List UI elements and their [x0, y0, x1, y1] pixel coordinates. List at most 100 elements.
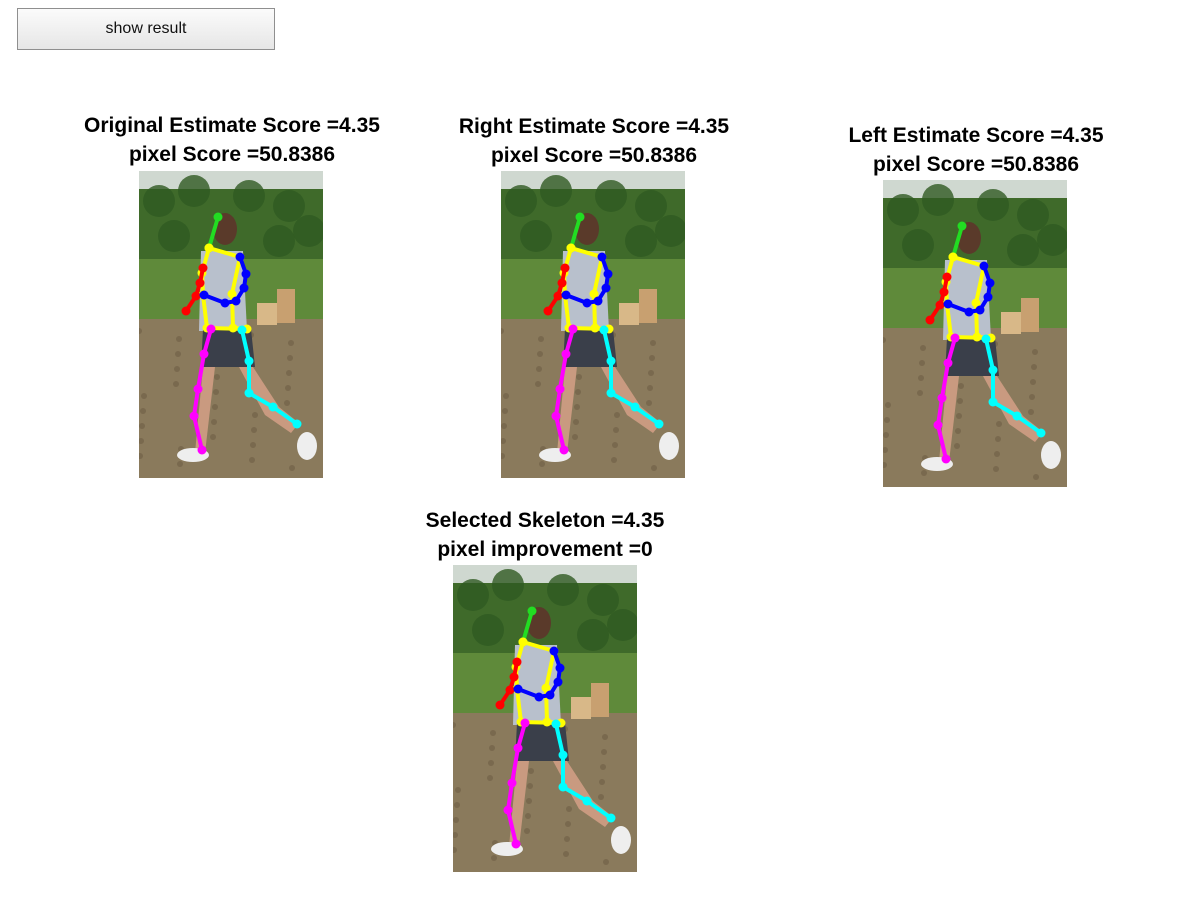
tree-blob [577, 619, 609, 651]
right-leg-joint [513, 743, 523, 753]
tree-blob [492, 569, 524, 601]
ground-speck [600, 764, 606, 770]
right-arm-joint [560, 263, 570, 273]
tree-blob [922, 184, 954, 216]
ground-speck [487, 775, 493, 781]
ground-speck [1031, 364, 1037, 370]
ground-speck [139, 328, 142, 334]
tree-blob [1007, 234, 1039, 266]
tree-blob [540, 175, 572, 207]
head-joint [213, 212, 223, 222]
ground-speck [921, 470, 927, 476]
ground-speck [173, 381, 179, 387]
ground-speck [563, 851, 569, 857]
ground-speck [996, 421, 1002, 427]
right-leg-joint [941, 454, 951, 464]
ground-speck [1032, 349, 1038, 355]
ground-speck [576, 374, 582, 380]
ground-speck [883, 432, 889, 438]
left-leg-joint [582, 796, 592, 806]
torso-joint [518, 637, 528, 647]
right-leg-joint [520, 718, 530, 728]
ground-speck [651, 465, 657, 471]
ground-speck [603, 859, 609, 865]
person-shoe [297, 432, 317, 460]
ground-speck [453, 722, 456, 728]
left-arm-joint [601, 283, 611, 293]
right-skeleton-overlay [501, 171, 685, 478]
ground-speck [455, 787, 461, 793]
ground-speck [453, 832, 458, 838]
torso-joint [204, 243, 214, 253]
head-segment [569, 215, 582, 250]
left-arm-joint [239, 283, 249, 293]
ground-speck [211, 419, 217, 425]
left-leg-joint [292, 419, 302, 429]
ground-speck [1030, 379, 1036, 385]
left-leg-joint [606, 813, 616, 823]
right-arm-joint [195, 278, 205, 288]
left-arm-joint [545, 690, 555, 700]
head-segment [951, 224, 964, 259]
right-leg-joint [559, 445, 569, 455]
ground-speck [139, 453, 143, 459]
ground-speck [501, 453, 505, 459]
selected-skeleton-image [453, 565, 637, 872]
torso-joint [566, 243, 576, 253]
ground-speck [252, 412, 258, 418]
person-shoe [611, 826, 631, 854]
show-result-button[interactable]: show result [17, 8, 275, 50]
ground-speck [993, 466, 999, 472]
ground-speck [611, 457, 617, 463]
right-estimate-title: Right Estimate Score =4.35 pixel Score =… [424, 112, 764, 170]
left-arm-joint [549, 646, 559, 656]
original-skeleton-overlay [139, 171, 323, 478]
ground-speck [885, 402, 891, 408]
tree-blob [457, 579, 489, 611]
ground-speck [139, 423, 145, 429]
ground-speck [1028, 409, 1034, 415]
left-arm-joint [553, 677, 563, 687]
left-arm-joint [199, 290, 209, 300]
ground-speck [536, 366, 542, 372]
ground-speck [488, 760, 494, 766]
ground-speck [649, 355, 655, 361]
left-arm-joint [231, 296, 241, 306]
torso-joint [971, 298, 981, 308]
left-arm-joint [603, 269, 613, 279]
tree-blob [655, 215, 685, 247]
tree-blob [143, 185, 175, 217]
tree-blob [587, 584, 619, 616]
left-leg-joint [599, 325, 609, 335]
right-arm-joint [191, 291, 201, 301]
original-estimate-image [139, 171, 323, 478]
ground-speck [249, 457, 255, 463]
person-leg [509, 761, 529, 847]
left-arm-joint [220, 298, 230, 308]
torso-joint [542, 717, 552, 727]
ground-speck [284, 400, 290, 406]
ground-speck [214, 374, 220, 380]
ground-speck [613, 427, 619, 433]
head-joint [957, 221, 967, 231]
ground-speck [453, 817, 459, 823]
ground-speck [174, 366, 180, 372]
ground-speck [919, 360, 925, 366]
left-arm-joint [943, 299, 953, 309]
ground-speck [883, 447, 888, 453]
right-arm-joint [935, 300, 945, 310]
ground-speck [1029, 394, 1035, 400]
ground-speck [917, 390, 923, 396]
right-leg-joint [561, 349, 571, 359]
background-prop [257, 303, 277, 325]
ground-speck [490, 730, 496, 736]
ground-speck [601, 749, 607, 755]
right-arm-segment [498, 660, 519, 707]
ground-speck [502, 408, 508, 414]
ground-speck [525, 813, 531, 819]
ground-speck [213, 389, 219, 395]
ground-speck [918, 375, 924, 381]
person-shoe [1041, 441, 1061, 469]
tree-blob [547, 574, 579, 606]
